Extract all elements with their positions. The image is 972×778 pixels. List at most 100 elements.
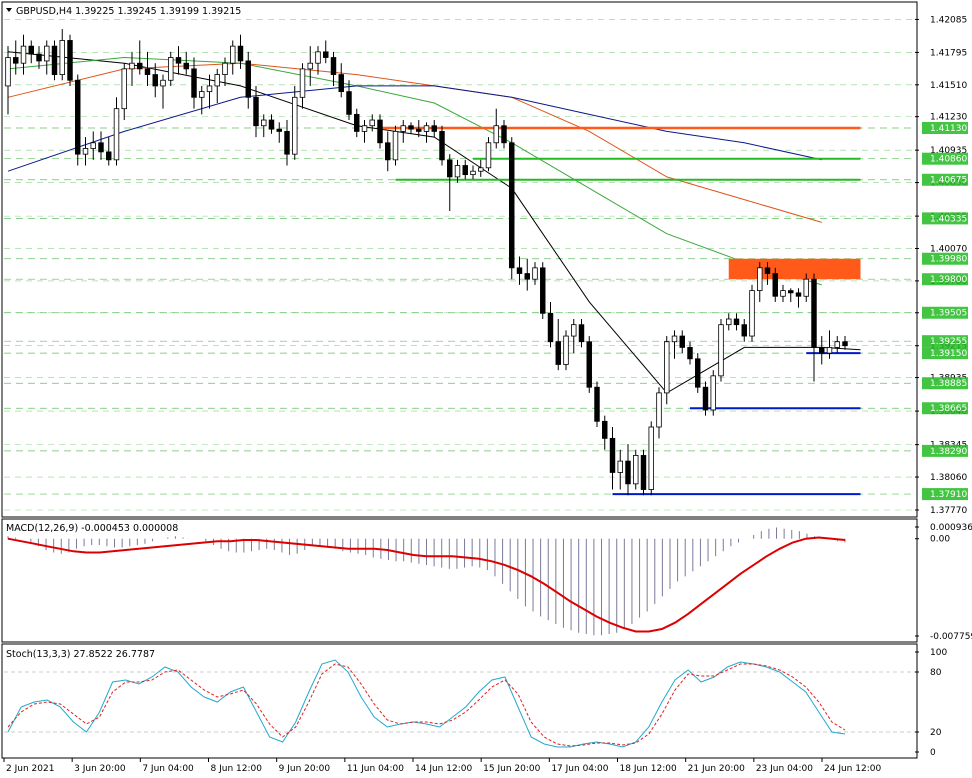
level-price-label: 1.39800 [930,275,967,285]
stoch-tick-label: 20 [930,728,942,738]
stoch-pane-title: Stoch(13,3,3) 27.8522 26.7787 [6,649,155,660]
level-price-label: 1.39980 [930,255,967,265]
bull-candle [206,85,213,93]
price-axis: 1.42085 1.41795 1.41510 1.41230 1.40935 1.406… [915,15,968,516]
bull-candle [532,267,538,280]
bear-candle [516,267,523,274]
bull-candle [90,142,96,149]
bull-candle [726,318,732,326]
bear-candle [439,131,445,161]
bull-candle [361,125,368,132]
bull-candle [749,290,755,337]
level-price-badge [922,306,968,319]
bull-candle [222,62,228,75]
bear-candle [741,324,747,337]
bull-candle [671,335,678,343]
bear-candle [811,278,817,348]
price-tick-label: 1.41795 [930,48,967,58]
bear-candle [462,165,468,176]
bear-candle [152,74,158,87]
bear-candle [98,142,104,153]
price-tick-label: 1.40935 [930,146,967,156]
bull-candle [82,148,89,155]
bull-candle [493,125,499,144]
level-price-label: 1.39255 [930,337,967,347]
bull-candle [113,108,120,161]
time-tick-label: 15 Jun 20:00 [483,764,540,774]
bear-candle [702,386,709,411]
bear-candle [253,96,259,127]
stoch-pane [1,643,918,759]
bear-candle [51,45,58,75]
bull-candle [160,79,166,87]
level-price-badge [922,152,968,165]
bear-candle [625,460,631,485]
level-price-label: 1.38665 [930,404,967,414]
level-price-label: 1.40675 [930,176,967,186]
bull-candle [369,119,375,127]
bull-candle [199,91,205,98]
bear-candle [679,335,685,348]
dropdown-triangle-icon[interactable] [6,8,12,12]
price-tick-label: 1.37770 [930,506,967,516]
bear-candle [385,142,391,161]
bull-candle [423,125,430,132]
bear-candle [323,51,329,58]
time-tick-label: 3 Jun 20:00 [74,764,126,774]
bear-candle [555,341,561,365]
bear-candle [191,68,197,98]
bear-candle [764,267,771,274]
bull-candle [633,455,639,485]
macd-pane [1,518,918,643]
level-price-label: 1.38290 [930,447,967,457]
stoch-signal-line [7,663,846,747]
bear-candle [67,40,73,81]
level-price-badge [922,335,968,348]
level-price-badge [922,212,968,225]
bull-candle [478,167,484,172]
level-price-badge [922,444,968,457]
stoch-tick-label: 100 [930,648,947,658]
price-tick-label: 1.38060 [930,473,967,483]
bull-candle [299,68,306,98]
bull-candle [392,131,399,161]
bear-candle [733,318,740,326]
bull-candle [44,45,50,62]
macd-tick-label: 0.000936 [930,523,972,533]
bear-candle [338,74,344,93]
bull-candle [710,375,716,411]
bear-candle [431,125,437,132]
bull-candle [718,324,724,377]
bear-candle [819,347,825,354]
bull-candle [400,125,406,132]
bear-candle [13,57,19,64]
bull-candle [470,170,476,176]
macd-indicator: 0.000936 0.00 -0.007759 [7,523,972,642]
stoch-tick-label: 0 [930,748,936,758]
bull-candle [780,290,786,297]
bull-candle [563,335,569,365]
bull-candle [292,96,298,155]
bear-candle [842,341,848,347]
bull-candle [59,40,65,75]
bear-candle [640,455,647,490]
bear-candle [268,119,275,130]
bear-candle [609,437,616,473]
bull-candle [168,57,174,81]
bull-candle [307,62,313,70]
level-price-badge [922,347,968,360]
level-price-label: 1.37910 [930,490,967,500]
level-price-label: 1.38885 [930,379,967,389]
level-price-badge [922,173,968,186]
level-price-label: 1.40860 [930,155,967,165]
bull-candle [664,341,670,394]
stochastic-indicator: 100 80 20 0 [4,648,947,758]
bear-candle [509,142,515,269]
time-tick-label: 14 Jun 12:00 [415,764,472,774]
level-price-badge [922,252,968,265]
bear-candle [788,290,794,294]
bull-candle [834,341,840,348]
bear-candle [144,68,151,75]
bear-candle [137,62,143,70]
